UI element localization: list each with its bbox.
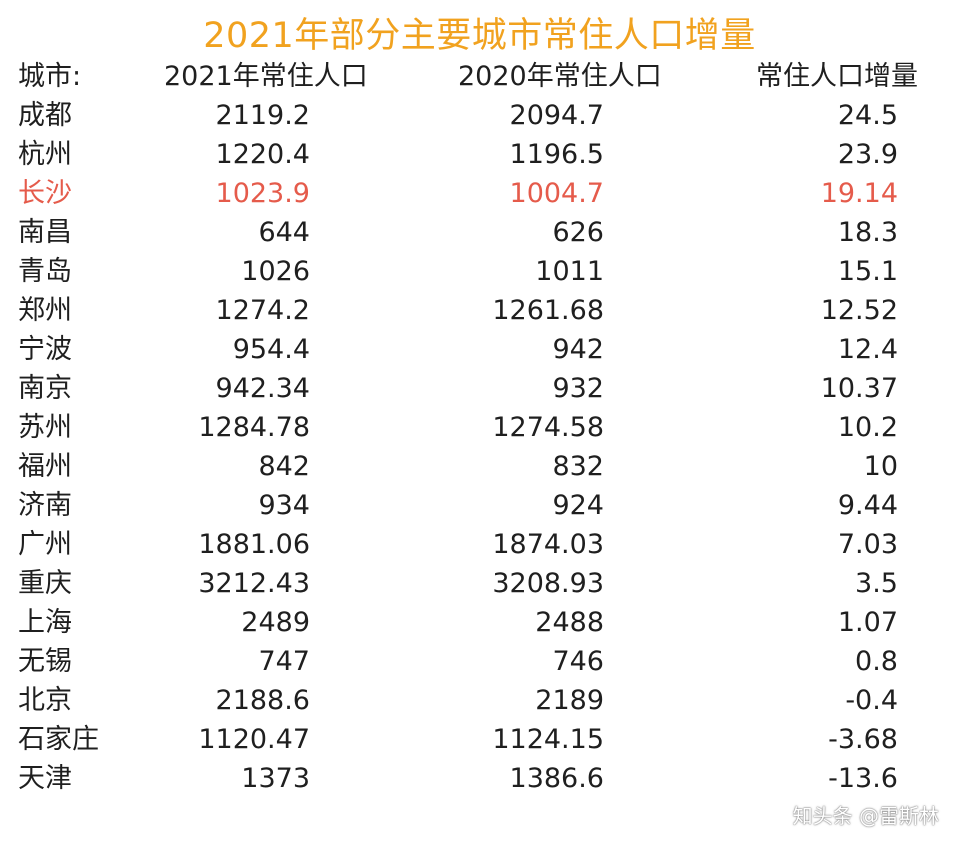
table-row: 长沙 1023.9 1004.7 19.14 (0, 174, 959, 213)
population-2021-cell: 1881.06 (198, 529, 310, 560)
table-row: 福州 842 832 10 (0, 447, 959, 486)
population-2020-cell: 746 (552, 646, 604, 677)
city-cell: 北京 (18, 685, 72, 716)
population-2021-cell: 1120.47 (198, 724, 310, 755)
population-2021-cell: 747 (258, 646, 310, 677)
population-table: 城市: 2021年常住人口 2020年常住人口 常住人口增量 成都 2119.2 2… (0, 57, 959, 798)
population-2020-cell: 1261.68 (492, 295, 604, 326)
increase-cell: 23.9 (837, 139, 898, 170)
city-cell: 宁波 (18, 334, 72, 365)
population-2020-cell: 626 (552, 217, 604, 248)
city-cell: 福州 (18, 451, 72, 482)
population-2021-cell: 644 (258, 217, 310, 248)
table-row: 南昌 644 626 18.3 (0, 213, 959, 252)
city-cell: 长沙 (18, 178, 72, 209)
table-title: 2021年部分主要城市常住人口增量 (203, 16, 756, 56)
population-2021-cell: 842 (258, 451, 310, 482)
table-row: 宁波 954.4 942 12.4 (0, 330, 959, 369)
table-header-row: 城市: 2021年常住人口 2020年常住人口 常住人口增量 (0, 57, 959, 96)
table-row: 重庆 3212.43 3208.93 3.5 (0, 564, 959, 603)
city-cell: 无锡 (18, 646, 72, 677)
population-2021-cell: 1274.2 (215, 295, 310, 326)
population-2021-cell: 1023.9 (215, 178, 310, 209)
city-cell: 上海 (18, 607, 72, 638)
increase-cell: 9.44 (837, 490, 898, 521)
population-2020-cell: 1004.7 (509, 178, 604, 209)
increase-cell: 15.1 (837, 256, 898, 287)
table-row: 南京 942.34 932 10.37 (0, 369, 959, 408)
increase-cell: 7.03 (837, 529, 898, 560)
population-2020-cell: 1196.5 (509, 139, 604, 170)
table-row: 上海 2489 2488 1.07 (0, 603, 959, 642)
increase-cell: -3.68 (828, 724, 898, 755)
watermark: 知头条 @雷斯林 (792, 804, 939, 828)
population-2020-cell: 1274.58 (492, 412, 604, 443)
table-row: 北京 2188.6 2189 -0.4 (0, 681, 959, 720)
population-2020-cell: 2094.7 (509, 100, 604, 131)
table-row: 青岛 1026 1011 15.1 (0, 252, 959, 291)
population-2020-cell: 2488 (535, 607, 604, 638)
increase-cell: 12.4 (837, 334, 898, 365)
population-2020-cell: 1011 (535, 256, 604, 287)
table-row: 苏州 1284.78 1274.58 10.2 (0, 408, 959, 447)
table-row: 杭州 1220.4 1196.5 23.9 (0, 135, 959, 174)
population-2020-cell: 832 (552, 451, 604, 482)
increase-cell: 12.52 (820, 295, 898, 326)
city-cell: 重庆 (18, 568, 72, 599)
city-cell: 郑州 (18, 295, 72, 326)
table-row: 天津 1373 1386.6 -13.6 (0, 759, 959, 798)
table-row: 石家庄 1120.47 1124.15 -3.68 (0, 720, 959, 759)
population-2021-cell: 2188.6 (215, 685, 310, 716)
population-2020-cell: 942 (552, 334, 604, 365)
population-2021-cell: 3212.43 (198, 568, 310, 599)
increase-cell: 10.2 (837, 412, 898, 443)
table-row: 郑州 1274.2 1261.68 12.52 (0, 291, 959, 330)
increase-cell: 24.5 (837, 100, 898, 131)
city-cell: 青岛 (18, 256, 72, 287)
header-2021-population: 2021年常住人口 (164, 61, 368, 92)
population-2021-cell: 934 (258, 490, 310, 521)
table-row: 广州 1881.06 1874.03 7.03 (0, 525, 959, 564)
increase-cell: 1.07 (837, 607, 898, 638)
population-2021-cell: 2119.2 (215, 100, 310, 131)
population-2020-cell: 932 (552, 373, 604, 404)
population-2021-cell: 1026 (241, 256, 310, 287)
population-2021-cell: 954.4 (232, 334, 310, 365)
table-row: 无锡 747 746 0.8 (0, 642, 959, 681)
population-2021-cell: 1220.4 (215, 139, 310, 170)
population-2021-cell: 1373 (241, 763, 310, 794)
city-cell: 石家庄 (18, 724, 99, 755)
increase-cell: 18.3 (837, 217, 898, 248)
population-2021-cell: 1284.78 (198, 412, 310, 443)
increase-cell: 10 (863, 451, 898, 482)
population-2020-cell: 1124.15 (492, 724, 604, 755)
increase-cell: -13.6 (828, 763, 898, 794)
city-cell: 成都 (18, 100, 72, 131)
city-cell: 南昌 (18, 217, 72, 248)
header-2020-population: 2020年常住人口 (458, 61, 662, 92)
city-cell: 南京 (18, 373, 72, 404)
header-city: 城市: (18, 61, 82, 92)
city-cell: 苏州 (18, 412, 72, 443)
population-2020-cell: 2189 (535, 685, 604, 716)
table-row: 济南 934 924 9.44 (0, 486, 959, 525)
table-row: 成都 2119.2 2094.7 24.5 (0, 96, 959, 135)
increase-cell: -0.4 (845, 685, 898, 716)
header-population-increase: 常住人口增量 (756, 61, 918, 92)
population-2020-cell: 1874.03 (492, 529, 604, 560)
city-cell: 杭州 (18, 139, 72, 170)
city-cell: 广州 (18, 529, 72, 560)
increase-cell: 10.37 (820, 373, 898, 404)
population-2021-cell: 942.34 (215, 373, 310, 404)
population-2020-cell: 3208.93 (492, 568, 604, 599)
city-cell: 天津 (18, 763, 72, 794)
population-2020-cell: 1386.6 (509, 763, 604, 794)
table-body: 成都 2119.2 2094.7 24.5 杭州 1220.4 1196.5 23.9 长沙 10… (0, 96, 959, 798)
city-cell: 济南 (18, 490, 72, 521)
increase-cell: 19.14 (820, 178, 898, 209)
increase-cell: 0.8 (855, 646, 898, 677)
increase-cell: 3.5 (855, 568, 898, 599)
population-2020-cell: 924 (552, 490, 604, 521)
population-2021-cell: 2489 (241, 607, 310, 638)
